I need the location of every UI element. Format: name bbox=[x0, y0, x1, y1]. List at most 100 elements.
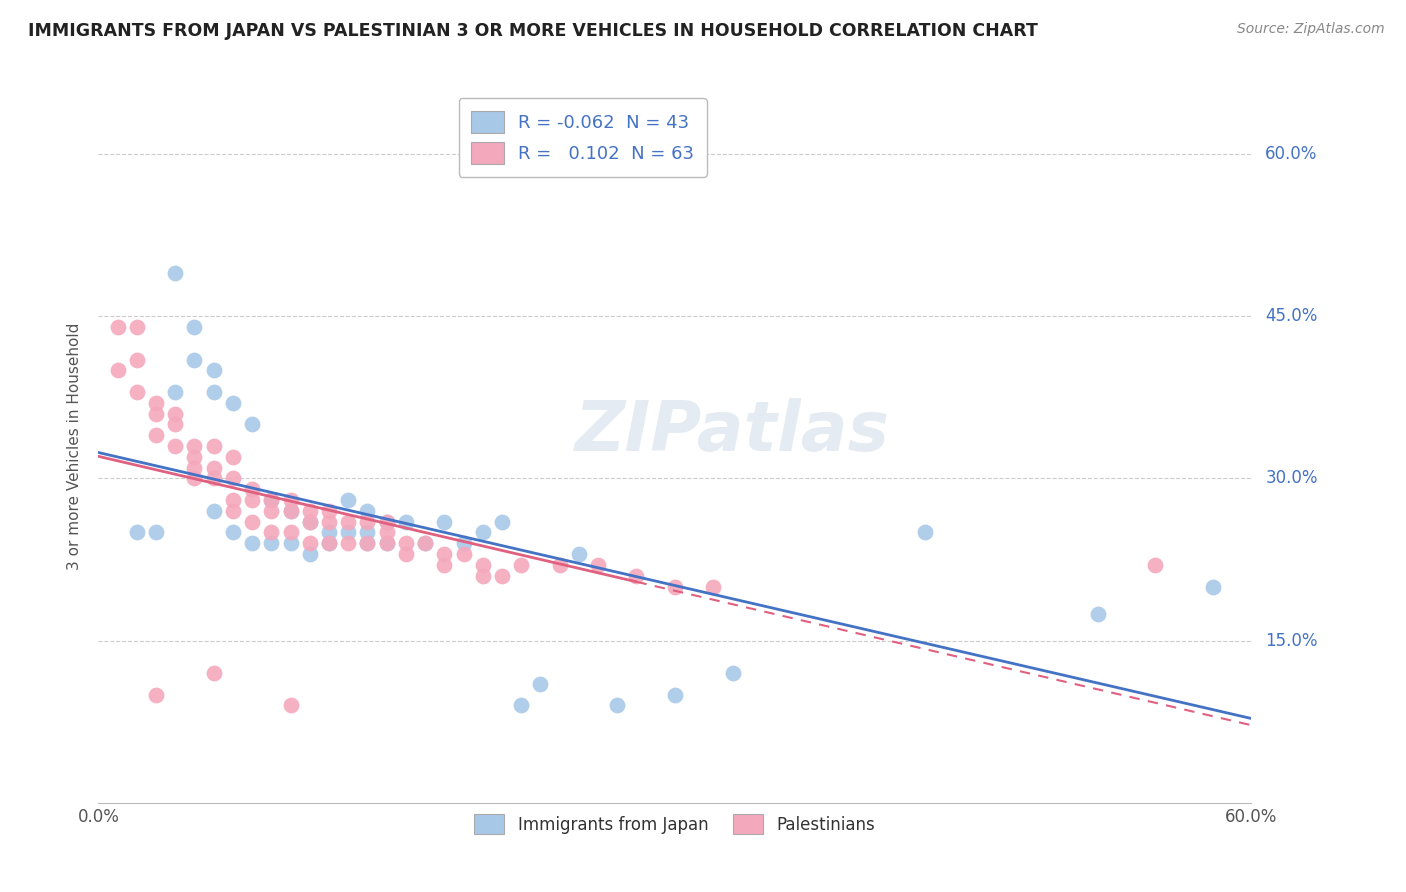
Point bbox=[395, 515, 418, 529]
Point bbox=[337, 536, 360, 550]
Text: 60.0%: 60.0% bbox=[1265, 145, 1317, 163]
Point bbox=[356, 536, 378, 550]
Point bbox=[548, 558, 571, 572]
Point bbox=[529, 677, 551, 691]
Point bbox=[1144, 558, 1167, 572]
Point bbox=[433, 558, 456, 572]
Point bbox=[356, 536, 378, 550]
Point bbox=[183, 439, 205, 453]
Point bbox=[202, 666, 225, 681]
Point bbox=[606, 698, 628, 713]
Point bbox=[471, 568, 494, 582]
Text: ZIPatlas: ZIPatlas bbox=[575, 398, 890, 466]
Point bbox=[202, 439, 225, 453]
Point bbox=[183, 460, 205, 475]
Point bbox=[914, 525, 936, 540]
Point bbox=[1087, 607, 1109, 621]
Point bbox=[280, 698, 302, 713]
Point bbox=[260, 525, 283, 540]
Point bbox=[183, 471, 205, 485]
Point bbox=[145, 525, 167, 540]
Point bbox=[202, 384, 225, 399]
Point bbox=[375, 525, 398, 540]
Point bbox=[298, 547, 321, 561]
Point bbox=[280, 504, 302, 518]
Point bbox=[107, 320, 129, 334]
Point bbox=[702, 580, 724, 594]
Point bbox=[183, 320, 205, 334]
Point bbox=[471, 525, 494, 540]
Point bbox=[626, 568, 648, 582]
Y-axis label: 3 or more Vehicles in Household: 3 or more Vehicles in Household bbox=[67, 322, 83, 570]
Point bbox=[337, 493, 360, 508]
Point bbox=[395, 547, 418, 561]
Point bbox=[375, 515, 398, 529]
Point bbox=[280, 536, 302, 550]
Point bbox=[453, 547, 475, 561]
Point bbox=[165, 266, 187, 280]
Point bbox=[260, 493, 283, 508]
Point bbox=[721, 666, 744, 681]
Point bbox=[318, 536, 340, 550]
Point bbox=[298, 515, 321, 529]
Text: IMMIGRANTS FROM JAPAN VS PALESTINIAN 3 OR MORE VEHICLES IN HOUSEHOLD CORRELATION: IMMIGRANTS FROM JAPAN VS PALESTINIAN 3 O… bbox=[28, 22, 1038, 40]
Point bbox=[145, 407, 167, 421]
Point bbox=[260, 536, 283, 550]
Point bbox=[222, 450, 245, 464]
Point bbox=[375, 536, 398, 550]
Text: 45.0%: 45.0% bbox=[1265, 307, 1317, 326]
Point bbox=[107, 363, 129, 377]
Point bbox=[318, 504, 340, 518]
Point bbox=[471, 558, 494, 572]
Point bbox=[664, 688, 686, 702]
Point bbox=[298, 504, 321, 518]
Point bbox=[125, 320, 148, 334]
Text: 15.0%: 15.0% bbox=[1265, 632, 1317, 649]
Point bbox=[240, 515, 263, 529]
Point bbox=[125, 352, 148, 367]
Point bbox=[222, 471, 245, 485]
Point bbox=[222, 525, 245, 540]
Legend: Immigrants from Japan, Palestinians: Immigrants from Japan, Palestinians bbox=[464, 804, 886, 845]
Text: 30.0%: 30.0% bbox=[1265, 469, 1317, 487]
Point bbox=[510, 558, 533, 572]
Point bbox=[318, 536, 340, 550]
Point bbox=[125, 384, 148, 399]
Point bbox=[280, 493, 302, 508]
Point bbox=[318, 525, 340, 540]
Point bbox=[337, 525, 360, 540]
Point bbox=[202, 504, 225, 518]
Point bbox=[318, 515, 340, 529]
Point bbox=[222, 504, 245, 518]
Point bbox=[568, 547, 591, 561]
Point bbox=[145, 396, 167, 410]
Point bbox=[165, 439, 187, 453]
Point bbox=[356, 504, 378, 518]
Point bbox=[453, 536, 475, 550]
Point bbox=[222, 396, 245, 410]
Point bbox=[183, 352, 205, 367]
Point bbox=[202, 460, 225, 475]
Point bbox=[240, 417, 263, 432]
Point bbox=[491, 515, 513, 529]
Point bbox=[433, 515, 456, 529]
Point bbox=[183, 450, 205, 464]
Point bbox=[202, 471, 225, 485]
Point bbox=[165, 417, 187, 432]
Point bbox=[356, 525, 378, 540]
Point bbox=[433, 547, 456, 561]
Point bbox=[280, 504, 302, 518]
Point bbox=[240, 482, 263, 496]
Point bbox=[202, 363, 225, 377]
Point bbox=[125, 525, 148, 540]
Point bbox=[145, 688, 167, 702]
Point bbox=[356, 515, 378, 529]
Point bbox=[222, 493, 245, 508]
Point bbox=[586, 558, 609, 572]
Point bbox=[375, 515, 398, 529]
Point bbox=[1202, 580, 1225, 594]
Point bbox=[165, 407, 187, 421]
Point bbox=[298, 536, 321, 550]
Point bbox=[240, 536, 263, 550]
Point bbox=[280, 525, 302, 540]
